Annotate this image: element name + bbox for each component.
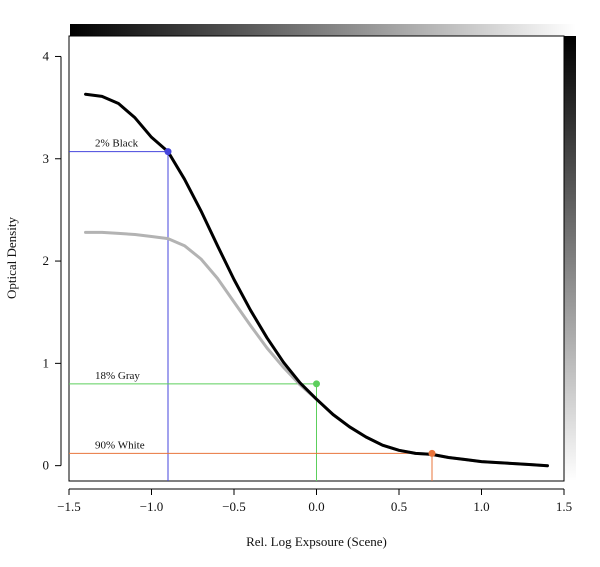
y-tick-label: 1 — [43, 355, 50, 370]
series-line-black — [84, 92, 549, 468]
x-tick-label: 1.5 — [556, 499, 572, 514]
annotation-label: 90% White — [95, 439, 145, 451]
y-tick-label: 4 — [43, 48, 50, 63]
y-tick-label: 0 — [43, 458, 50, 473]
right-gradient-bar — [564, 36, 576, 481]
y-axis-title: Optical Density — [4, 217, 19, 299]
x-tick-label: 0.5 — [391, 499, 407, 514]
x-tick-label: −1.0 — [140, 499, 164, 514]
top-gradient-bar — [70, 24, 576, 36]
annotation-point — [313, 380, 320, 388]
annotation-label: 18% Gray — [95, 370, 140, 382]
annotation-point — [428, 449, 436, 457]
x-tick-label: −0.5 — [222, 499, 246, 514]
x-tick-label: 1.0 — [473, 499, 489, 514]
x-tick-label: −1.5 — [57, 499, 81, 514]
x-axis-title: Rel. Log Expsoure (Scene) — [246, 534, 387, 549]
annotation-label: 2% Black — [95, 138, 139, 150]
y-tick-label: 3 — [43, 151, 50, 166]
x-tick-label: 0.0 — [308, 499, 324, 514]
y-tick-label: 2 — [43, 253, 50, 268]
annotation-point — [164, 148, 172, 156]
